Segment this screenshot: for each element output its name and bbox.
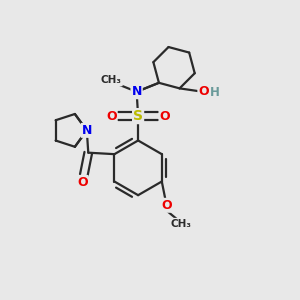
Text: S: S: [133, 109, 143, 123]
Text: CH₃: CH₃: [101, 76, 122, 85]
Text: CH₃: CH₃: [171, 219, 192, 229]
Text: O: O: [77, 176, 88, 189]
Text: N: N: [82, 124, 92, 137]
Text: O: O: [160, 110, 170, 123]
Text: N: N: [131, 85, 142, 98]
Text: O: O: [198, 85, 209, 98]
Text: O: O: [161, 199, 172, 212]
Text: O: O: [106, 110, 117, 123]
Text: H: H: [210, 86, 220, 99]
